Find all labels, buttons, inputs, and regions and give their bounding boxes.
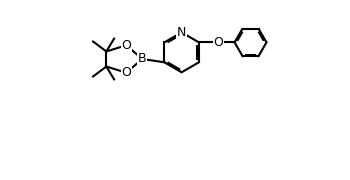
Text: O: O: [121, 39, 131, 52]
Text: B: B: [138, 53, 147, 66]
Text: N: N: [177, 26, 186, 39]
Text: O: O: [214, 36, 223, 49]
Text: O: O: [121, 66, 131, 79]
